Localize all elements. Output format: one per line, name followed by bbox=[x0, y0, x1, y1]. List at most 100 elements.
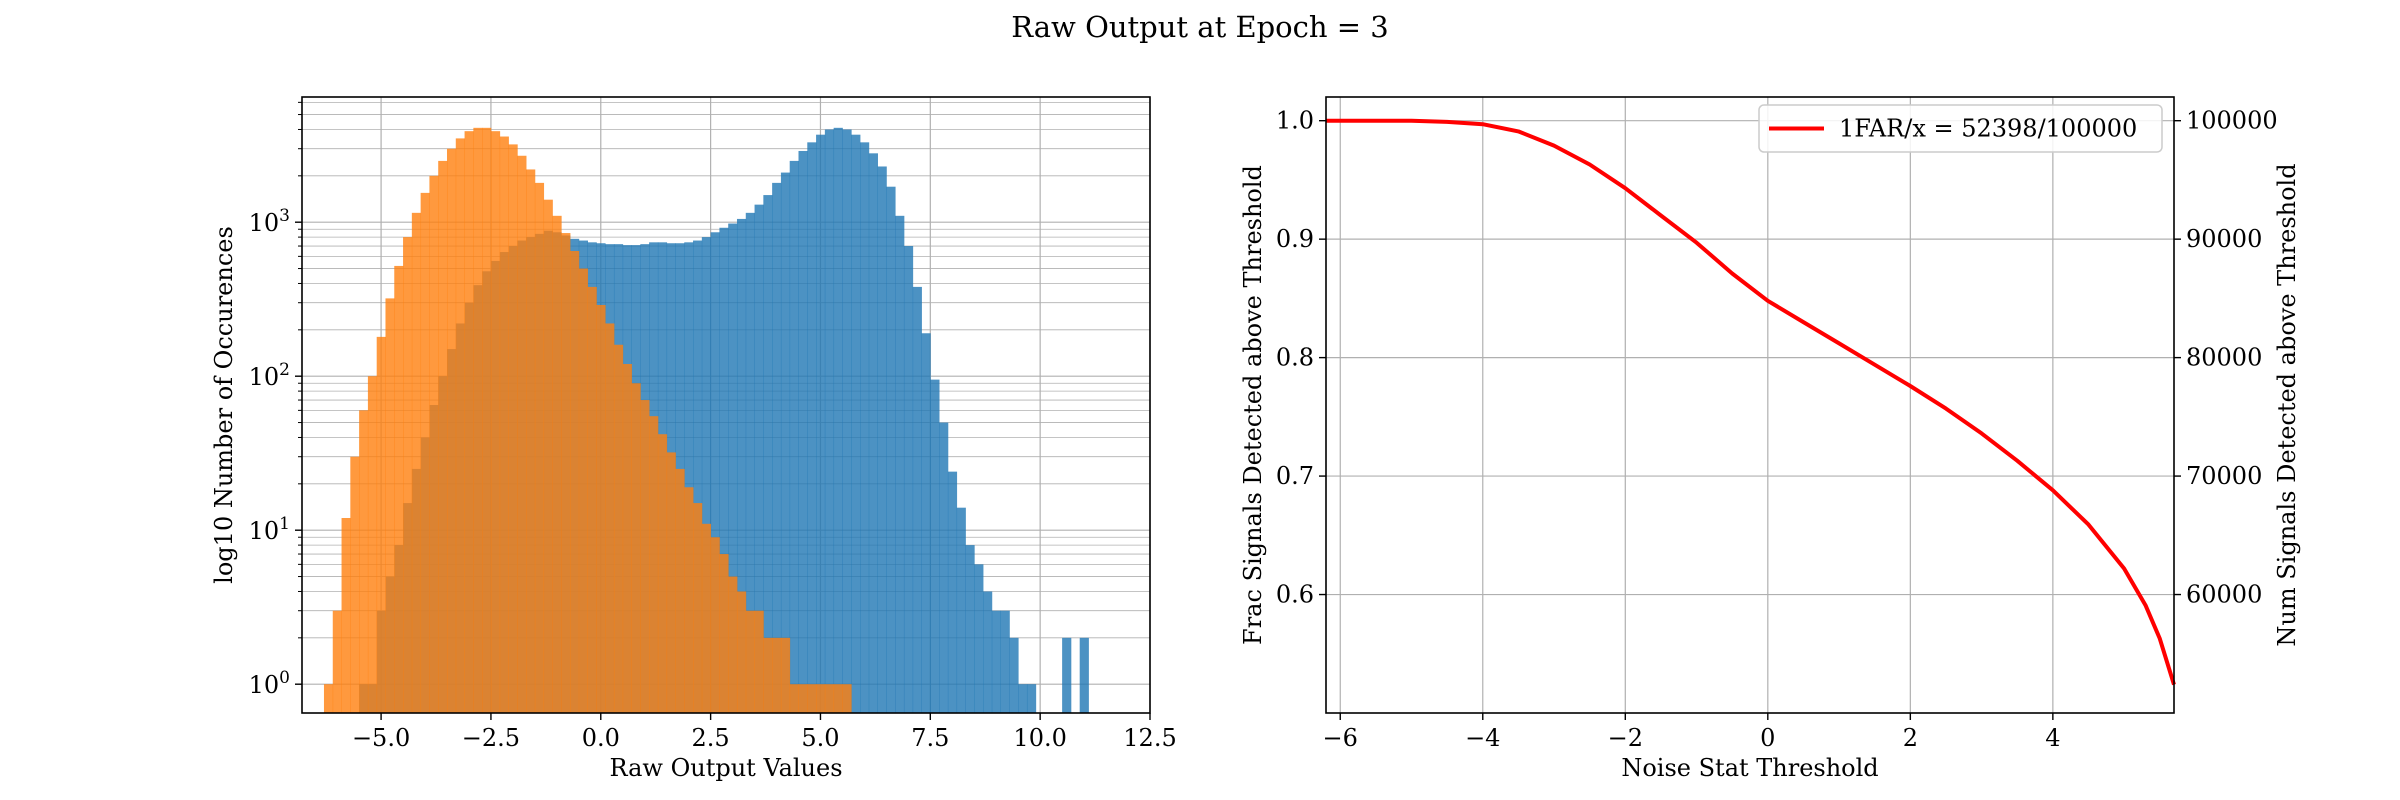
histogram-bar-signal bbox=[886, 186, 896, 713]
histogram-bar-signal bbox=[851, 134, 861, 713]
histogram-bar-noise bbox=[420, 192, 430, 714]
histogram-bar-noise bbox=[517, 155, 527, 713]
histogram-bar-noise bbox=[754, 610, 764, 713]
histogram-bar-noise bbox=[394, 265, 404, 713]
histogram-bar-noise bbox=[833, 684, 843, 713]
histogram-bar-noise bbox=[596, 304, 606, 713]
histogram-bar-signal bbox=[710, 232, 720, 714]
histogram-bar-noise bbox=[376, 336, 386, 713]
curve-y-tick-label: 0.6 bbox=[1276, 581, 1314, 609]
histogram-bar-noise bbox=[710, 537, 720, 713]
histogram-bar-signal bbox=[780, 172, 791, 713]
curve-x-tick-label: 2 bbox=[1903, 724, 1918, 752]
histogram-bar-signal bbox=[728, 223, 738, 713]
histogram-x-axis-label: Raw Output Values bbox=[609, 754, 842, 782]
histogram-y-axis-label: log10 Number of Occurences bbox=[210, 226, 238, 584]
curve-axes-frame bbox=[1325, 96, 2175, 714]
histogram-bar-signal bbox=[912, 286, 922, 713]
histogram-bar-signal bbox=[842, 129, 852, 713]
histogram-bar-noise bbox=[816, 684, 826, 713]
histogram-x-tick-label: 0.0 bbox=[582, 724, 620, 752]
histogram-bar-signal bbox=[974, 564, 984, 713]
histogram-y-tick-label: 103 bbox=[249, 206, 290, 237]
histogram-bar-noise bbox=[842, 684, 852, 713]
histogram-bar-noise bbox=[482, 127, 492, 713]
histogram-bar-noise bbox=[490, 131, 501, 714]
histogram-bar-signal bbox=[763, 195, 773, 713]
histogram-bar-noise bbox=[561, 233, 571, 713]
histogram-bar-signal bbox=[921, 333, 931, 713]
histogram-bar-signal bbox=[903, 246, 914, 713]
histogram-bar-noise bbox=[455, 138, 465, 714]
histogram-bar-noise bbox=[570, 251, 580, 713]
histogram-bar-signal bbox=[1000, 610, 1010, 713]
histogram-bar-noise bbox=[359, 410, 369, 713]
histogram-bar-noise bbox=[499, 136, 509, 713]
histogram-bar-signal bbox=[930, 379, 940, 713]
histogram-bar-noise bbox=[473, 127, 483, 713]
histogram-bar-signal bbox=[693, 240, 703, 713]
histogram-bar-noise bbox=[807, 684, 817, 713]
histogram-bar-noise bbox=[772, 637, 782, 713]
curve-right-y-tick-label: 90000 bbox=[2186, 225, 2262, 253]
histogram-bar-signal bbox=[1079, 637, 1089, 713]
detection-curve-panel: −6 −4 −2 0 2 4 0.6 0.7 0.8 0.9 1.0 60000 70000 80000 9… bbox=[1239, 96, 2301, 782]
histogram-bar-noise bbox=[701, 523, 712, 713]
histogram-axes-frame bbox=[301, 96, 1151, 714]
curve-right-y-tick-label: 80000 bbox=[2186, 344, 2262, 372]
histogram-x-tick-label: 12.5 bbox=[1123, 724, 1176, 752]
histogram-bar-signal bbox=[983, 591, 993, 713]
histogram-x-tick-label: 7.5 bbox=[911, 724, 949, 752]
histogram-bar-noise bbox=[587, 286, 597, 713]
histogram-bar-noise bbox=[411, 212, 422, 713]
histogram-bar-signal bbox=[1009, 637, 1019, 713]
histogram-bar-signal bbox=[754, 204, 764, 713]
curve-x-tick-label: −4 bbox=[1465, 724, 1500, 752]
histogram-bar-noise bbox=[719, 554, 729, 713]
histogram-bar-signal bbox=[772, 182, 782, 713]
histogram-bar-noise bbox=[385, 298, 395, 713]
histogram-bar-signal bbox=[798, 150, 808, 713]
histogram-bar-signal bbox=[991, 610, 1002, 713]
histogram-bar-signal bbox=[877, 166, 887, 714]
histogram-bar-signal bbox=[947, 471, 958, 713]
histogram-bar-signal bbox=[868, 153, 878, 714]
histogram-bar-noise bbox=[789, 684, 799, 713]
curve-y-tick-label: 0.8 bbox=[1276, 344, 1314, 372]
curve-y-tick-label: 1.0 bbox=[1276, 107, 1314, 135]
histogram-bar-noise bbox=[763, 637, 773, 713]
histogram-bar-noise bbox=[745, 610, 755, 713]
histogram-bar-noise bbox=[367, 376, 378, 713]
histogram-bar-signal bbox=[807, 142, 817, 713]
histogram-bar-signal bbox=[701, 237, 712, 713]
histogram-x-tick-label: −5.0 bbox=[352, 724, 410, 752]
curve-right-y-tick-label: 60000 bbox=[2186, 581, 2262, 609]
histogram-bar-signal bbox=[736, 218, 747, 713]
curve-grid bbox=[1326, 97, 2174, 713]
histogram-bar-noise bbox=[622, 363, 632, 713]
histogram-bar-signal bbox=[956, 507, 966, 713]
curve-line-series bbox=[1326, 118, 2176, 686]
histogram-bar-noise bbox=[631, 383, 641, 713]
histogram-bar-noise bbox=[693, 503, 703, 713]
histogram-bar-noise bbox=[508, 144, 518, 713]
histogram-bar-noise bbox=[438, 160, 448, 714]
curve-x-tick-label: 4 bbox=[2045, 724, 2060, 752]
histogram-bar-signal bbox=[833, 127, 843, 713]
curve-x-axis-label: Noise Stat Threshold bbox=[1621, 754, 1878, 782]
histogram-x-tick-label: 5.0 bbox=[801, 724, 839, 752]
histogram-bar-signal bbox=[745, 212, 755, 713]
histogram-x-tick-label: −2.5 bbox=[462, 724, 520, 752]
histogram-x-tick-label: 2.5 bbox=[692, 724, 730, 752]
curve-x-tick-label: 0 bbox=[1760, 724, 1775, 752]
histogram-bars bbox=[323, 127, 1089, 714]
histogram-bar-noise bbox=[341, 517, 351, 713]
histogram-bar-signal bbox=[1026, 684, 1037, 713]
histogram-bar-noise bbox=[649, 416, 659, 713]
histogram-bar-noise bbox=[675, 468, 685, 713]
curve-y-axis-label: Frac Signals Detected above Threshold bbox=[1239, 165, 1267, 645]
histogram-panel: −5.0 −2.5 0.0 2.5 5.0 7.5 10.0 12.5 100 101 102 103… bbox=[210, 96, 1177, 782]
histogram-bar-noise bbox=[323, 684, 334, 713]
histogram-bar-signal bbox=[1018, 684, 1028, 713]
